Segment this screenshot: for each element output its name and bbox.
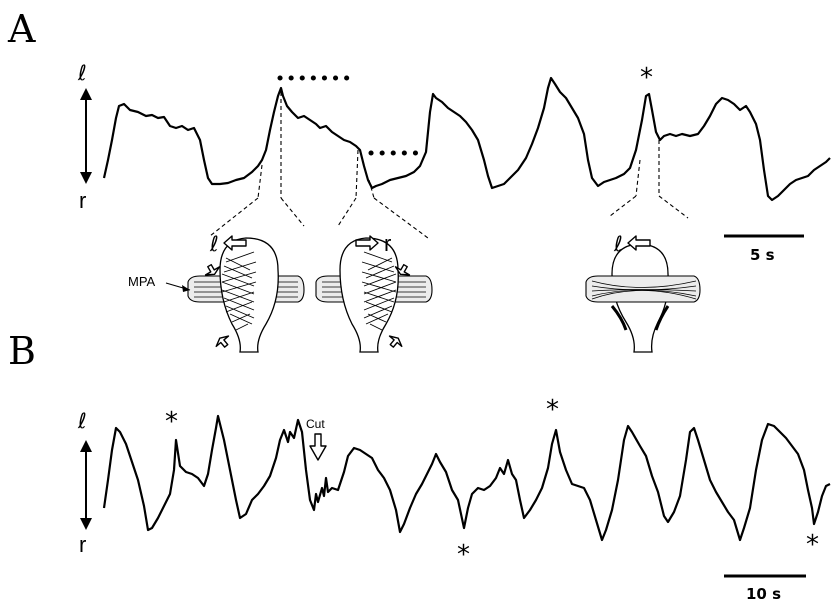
small-arrow-down-2-icon [394, 263, 411, 276]
panel-a-axis-arrow-up-icon [80, 88, 92, 100]
cut-label: Cut [306, 417, 325, 431]
panel-b-axis-arrow-down-icon [80, 518, 92, 530]
panel-b-letter: B [8, 329, 36, 373]
panel-b-axis: ℓ r [77, 409, 92, 557]
panel-b-star-3: * [457, 540, 470, 570]
diagram-right-turn: r [315, 231, 433, 353]
panel-a-dashed-connectors [209, 92, 689, 239]
panel-b-trace [102, 414, 831, 542]
small-arrow-up-icon [215, 335, 230, 348]
panel-a-scale-bar-label: 5 s [750, 246, 775, 264]
panel-a-axis-arrow-down-icon [80, 172, 92, 184]
right-arrow-icon [355, 235, 379, 251]
panel-b-star-4: * [806, 530, 819, 560]
muscle-band-3 [585, 275, 701, 303]
panel-b-scale-bar: 10 s [724, 574, 806, 603]
panel-a-star: * [640, 63, 653, 93]
cut-marker: Cut [306, 417, 327, 461]
panel-b-axis-left-label: ℓ [77, 409, 87, 433]
hatched-muscle-1 [221, 251, 257, 331]
panel-a-scale-bar: 5 s [724, 234, 804, 264]
panel-b-star-2: * [546, 395, 559, 425]
small-arrow-down-icon [204, 263, 221, 276]
left-arrow-2-icon [627, 235, 651, 251]
diagram-1-arrow-label: ℓ [209, 232, 219, 256]
panel-a-axis-right-label: r [79, 188, 86, 213]
mpa-pointer-icon [182, 285, 190, 292]
diagram-3-arrow-label: ℓ [613, 232, 623, 256]
small-arrow-up-2-icon [388, 335, 403, 348]
hatched-muscle-2 [361, 251, 397, 331]
organ-outline-2 [339, 237, 399, 353]
mpa-label: MPA [128, 274, 156, 289]
panel-b-star-1: * [165, 407, 178, 437]
panel-a-trace [102, 76, 831, 202]
diagram-relaxed: ℓ [585, 232, 701, 353]
left-arrow-icon [223, 235, 247, 251]
organ-outline-1 [219, 237, 279, 353]
panel-b-scale-bar-label: 10 s [746, 585, 781, 603]
cut-arrow-icon [309, 433, 327, 461]
panel-b-axis-right-label: r [79, 532, 86, 557]
panel-a-letter: A [7, 7, 36, 51]
diagram-2-arrow-label: r [384, 231, 391, 256]
panel-a-axis-left-label: ℓ [77, 61, 87, 85]
diagram-left-turn: ℓ MPA [128, 232, 305, 353]
panel-b-axis-arrow-up-icon [80, 440, 92, 452]
panel-a-axis: ℓ r [77, 61, 92, 213]
